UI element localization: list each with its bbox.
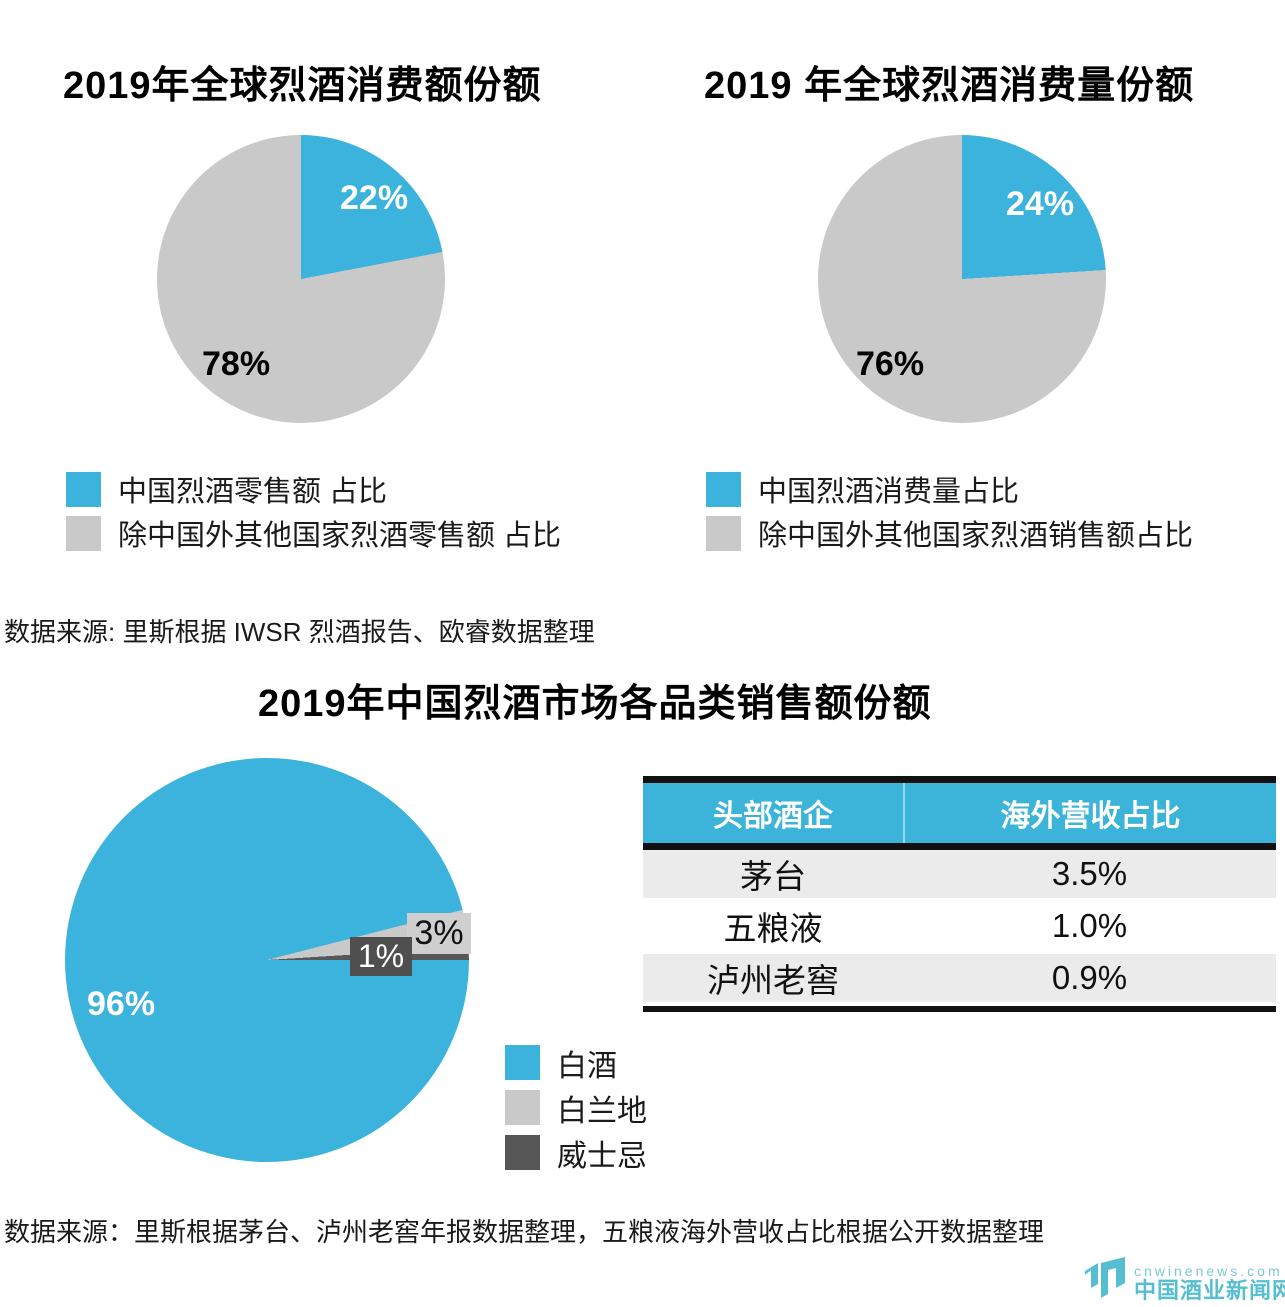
legend-swatch-gray	[706, 515, 741, 551]
watermark-site-name: 中国酒业新闻网	[1134, 1277, 1285, 1303]
legend-label: 中国烈酒零售额 占比	[118, 476, 388, 508]
overseas-revenue-table: 头部酒企 海外营收占比 茅台 3.5% 五粮液 1.0% 泸州老窖 0.9%	[643, 776, 1276, 1012]
table-cell-value: 1.0%	[1051, 907, 1128, 944]
legend-label: 白酒	[557, 1049, 617, 1083]
legend-swatch-brandy	[505, 1090, 540, 1125]
legend-label: 除中国外其他国家烈酒销售额占比	[758, 520, 1194, 552]
cnwinenews-logo	[1085, 1257, 1125, 1298]
pie-global-value-share: 22% 78%	[157, 135, 445, 423]
legend-item: 除中国外其他国家烈酒零售额 占比	[66, 511, 561, 555]
table-cell-company: 茅台	[740, 858, 806, 895]
source-note-bottom: 数据来源：里斯根据茅台、泸州老窖年报数据整理，五粮液海外营收占比根据公开数据整理	[4, 1217, 1045, 1247]
chart-title-global-value-share: 2019年全球烈酒消费额份额	[63, 65, 542, 107]
table-row: 茅台 3.5%	[643, 850, 1276, 898]
chart-title-global-volume-share: 2019 年全球烈酒消费量份额	[704, 65, 1195, 107]
slice-label-china-volume: 24%	[1006, 185, 1075, 223]
table-header-company: 头部酒企	[643, 783, 905, 843]
legend-item: 白兰地	[505, 1085, 647, 1130]
legend-global-volume-share: 中国烈酒消费量占比 除中国外其他国家烈酒销售额占比	[706, 467, 1193, 555]
legend-item: 白酒	[505, 1040, 647, 1085]
table-header-row: 头部酒企 海外营收占比	[643, 783, 1276, 843]
legend-label: 威士忌	[557, 1139, 647, 1173]
legend-swatch-blue	[706, 471, 741, 507]
pie-global-volume-share: 24% 76%	[818, 135, 1106, 423]
table-row: 五粮液 1.0%	[643, 902, 1276, 950]
watermark-text: cnwinenews.com 中国酒业新闻网	[1134, 1264, 1285, 1302]
slice-label-china-value: 22%	[340, 179, 409, 217]
table-border-header	[643, 843, 1276, 850]
legend-global-value-share: 中国烈酒零售额 占比 除中国外其他国家烈酒零售额 占比	[66, 467, 561, 555]
chart-title-china-category-share: 2019年中国烈酒市场各品类销售额份额	[258, 683, 932, 725]
table-cell-value: 0.9%	[1051, 959, 1128, 996]
source-note-top: 数据来源: 里斯根据 IWSR 烈酒报告、欧睿数据整理	[4, 617, 595, 647]
callout-label-whisky: 1%	[350, 937, 412, 976]
table-cell-company: 五粮液	[723, 910, 823, 947]
table-header-overseas-share: 海外营收占比	[1000, 800, 1181, 833]
legend-swatch-blue	[66, 471, 101, 507]
legend-item: 除中国外其他国家烈酒销售额占比	[706, 511, 1193, 555]
table-border-bottom	[643, 1006, 1276, 1012]
callout-label-brandy: 3%	[407, 913, 471, 954]
legend-label: 除中国外其他国家烈酒零售额 占比	[118, 520, 562, 552]
legend-item: 中国烈酒消费量占比	[706, 467, 1193, 511]
watermark: cnwinenews.com 中国酒业新闻网	[1084, 1256, 1285, 1302]
legend-item: 威士忌	[505, 1130, 647, 1175]
slice-label-others-value: 78%	[202, 345, 271, 383]
table-row: 泸州老窖 0.9%	[643, 954, 1276, 1002]
table-cell-value: 3.5%	[1051, 855, 1128, 892]
legend-label: 中国烈酒消费量占比	[758, 476, 1020, 508]
legend-swatch-whisky	[505, 1135, 540, 1170]
legend-label: 白兰地	[557, 1094, 647, 1128]
watermark-site-url: cnwinenews.com	[1134, 1263, 1283, 1280]
legend-swatch-baijiu	[505, 1045, 540, 1080]
legend-swatch-gray	[66, 515, 101, 551]
slice-label-others-volume: 76%	[856, 345, 925, 383]
legend-china-category-share: 白酒 白兰地 威士忌	[505, 1040, 647, 1175]
table-cell-company: 泸州老窖	[707, 962, 839, 999]
legend-item: 中国烈酒零售额 占比	[66, 467, 561, 511]
table-border-top	[643, 776, 1276, 783]
slice-label-baijiu: 96%	[87, 985, 156, 1023]
